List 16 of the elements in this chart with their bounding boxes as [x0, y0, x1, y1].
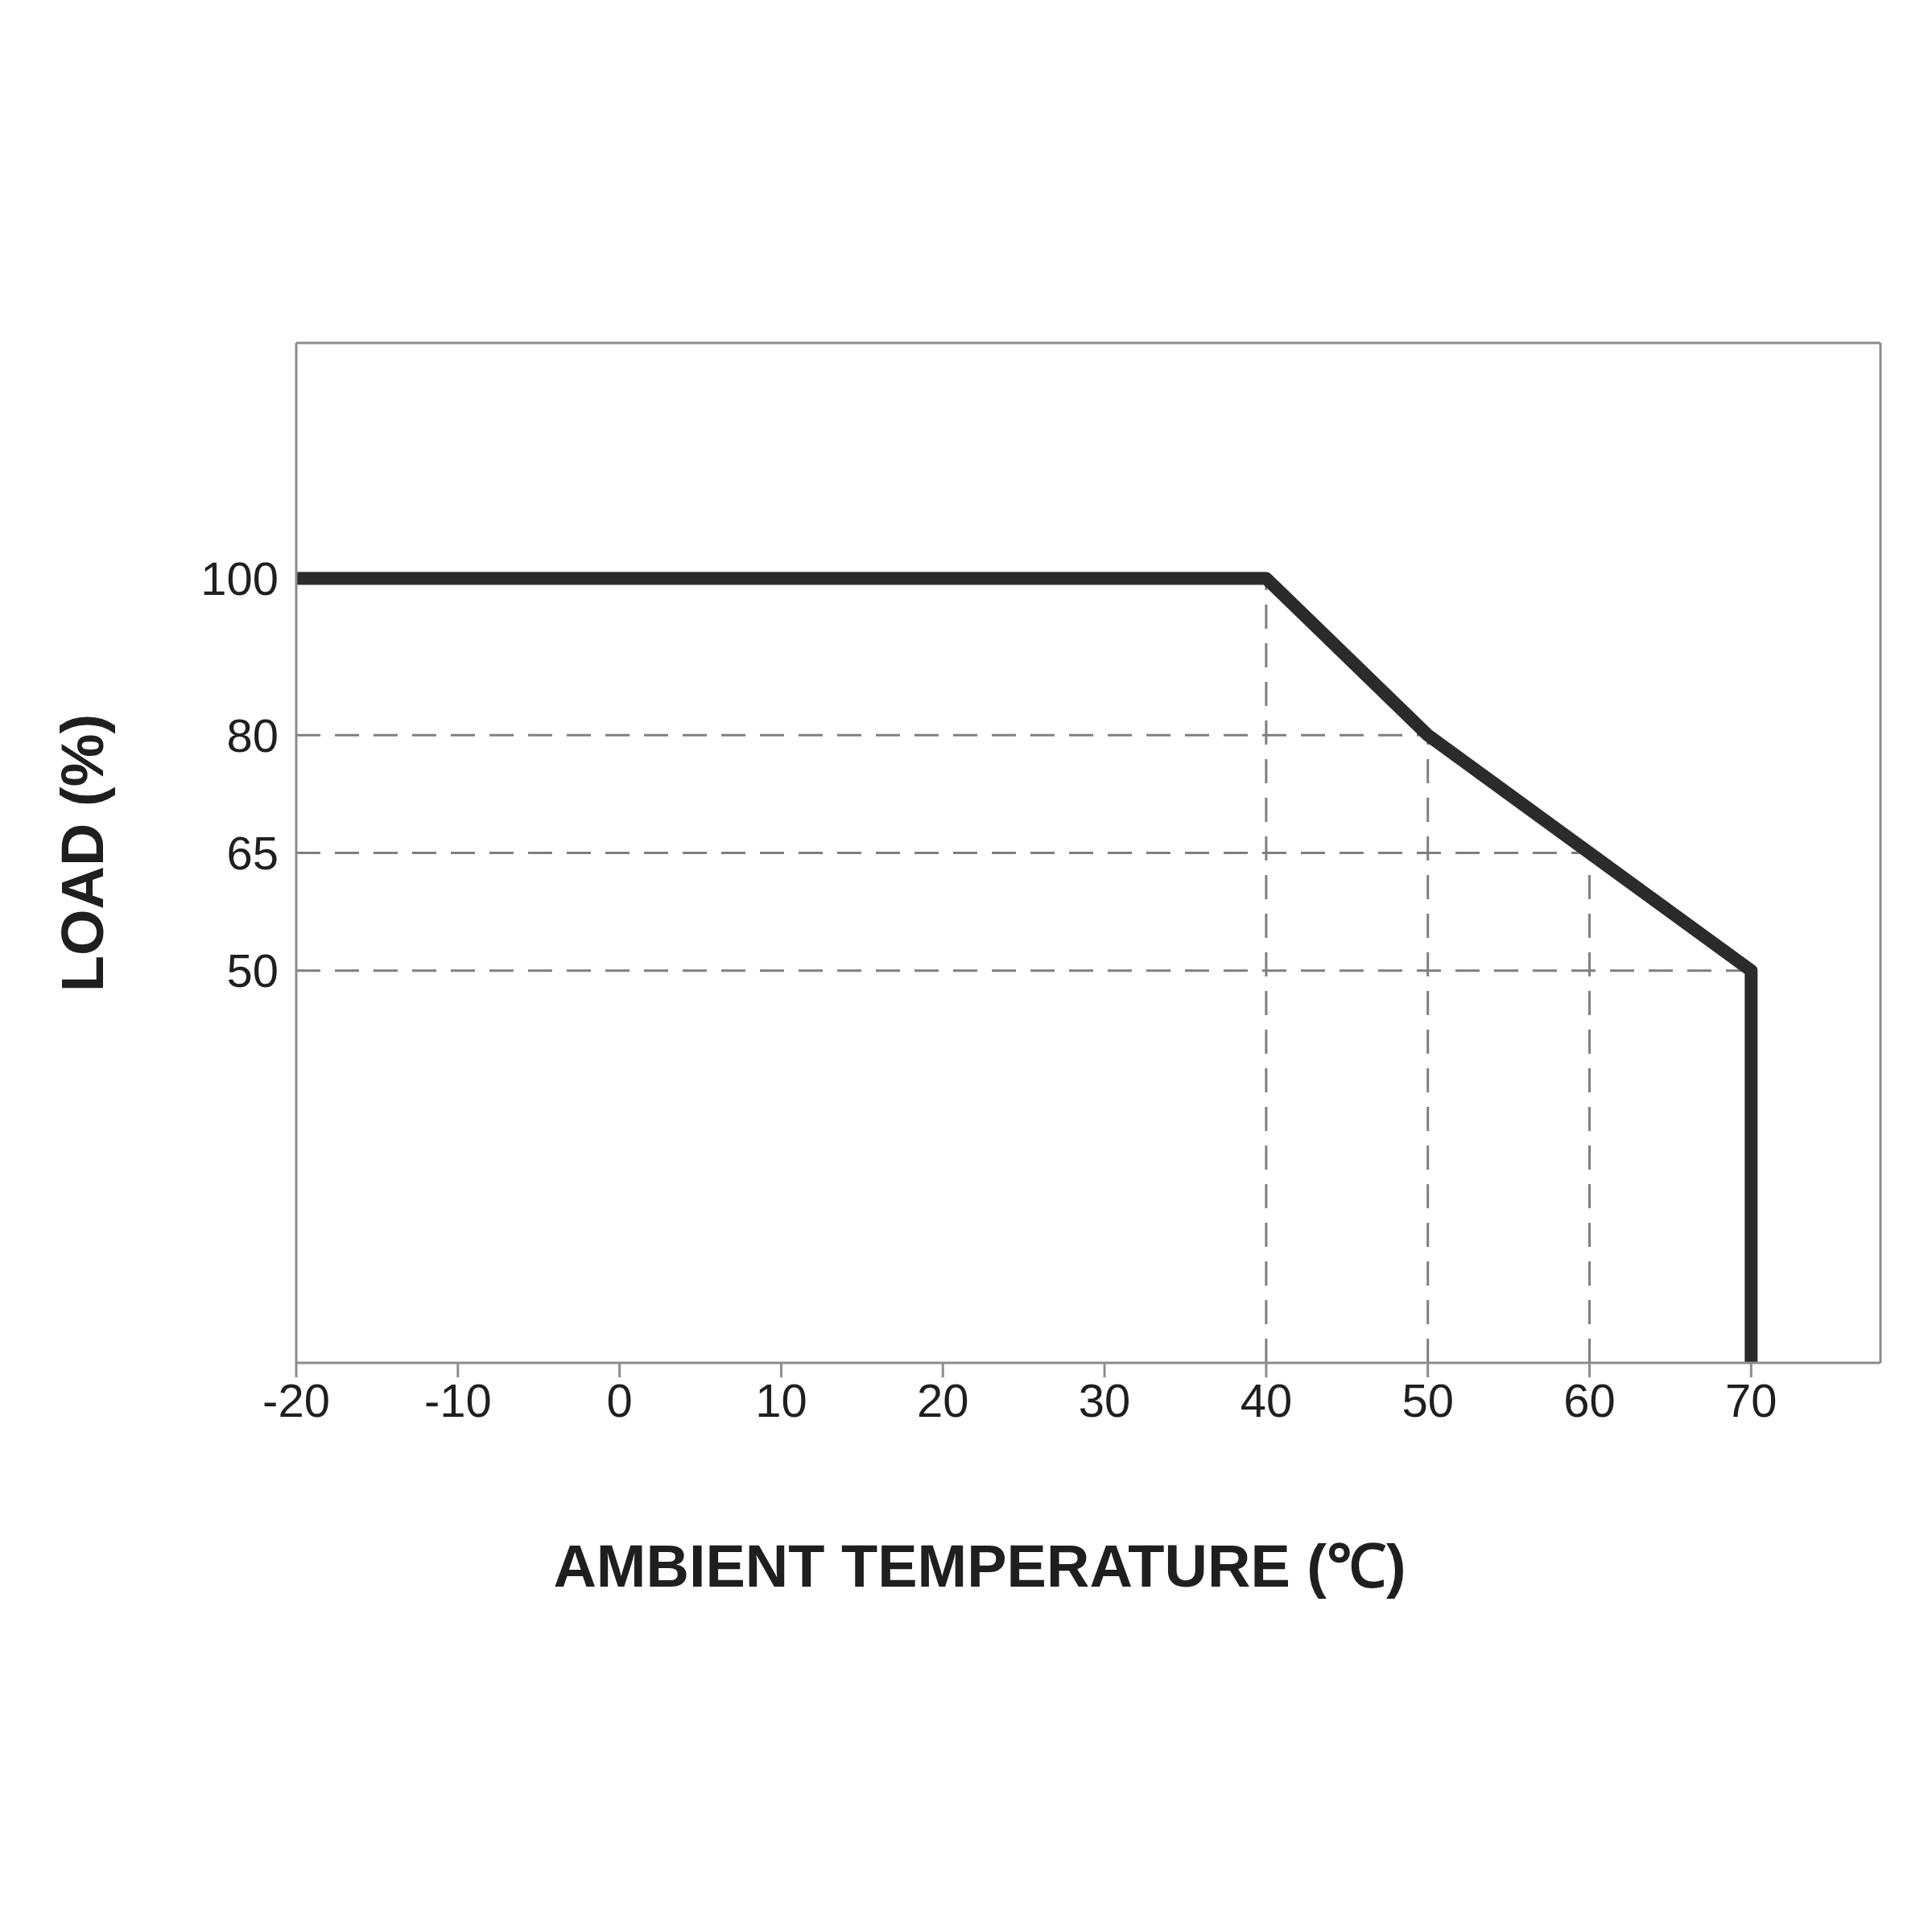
y-tick-label: 100: [200, 551, 279, 605]
x-tick-label: -20: [262, 1374, 330, 1427]
y-axis-title: LOAD (%): [48, 713, 116, 993]
x-tick-label: 20: [917, 1374, 969, 1427]
y-tick-label: 65: [226, 827, 279, 880]
x-tick-label: 70: [1725, 1374, 1777, 1427]
x-tick-label: 0: [606, 1374, 633, 1427]
x-tick-label: 40: [1240, 1374, 1293, 1427]
x-tick-label: 10: [755, 1374, 807, 1427]
x-tick-label: -10: [423, 1374, 492, 1427]
x-tick-label: 50: [1402, 1374, 1454, 1427]
y-tick-label: 80: [226, 708, 279, 762]
x-axis-title: AMBIENT TEMPERATURE (℃): [553, 1533, 1406, 1600]
x-tick-label: 60: [1563, 1374, 1616, 1427]
y-tick-label: 50: [226, 944, 279, 997]
x-tick-label: 30: [1078, 1374, 1131, 1427]
